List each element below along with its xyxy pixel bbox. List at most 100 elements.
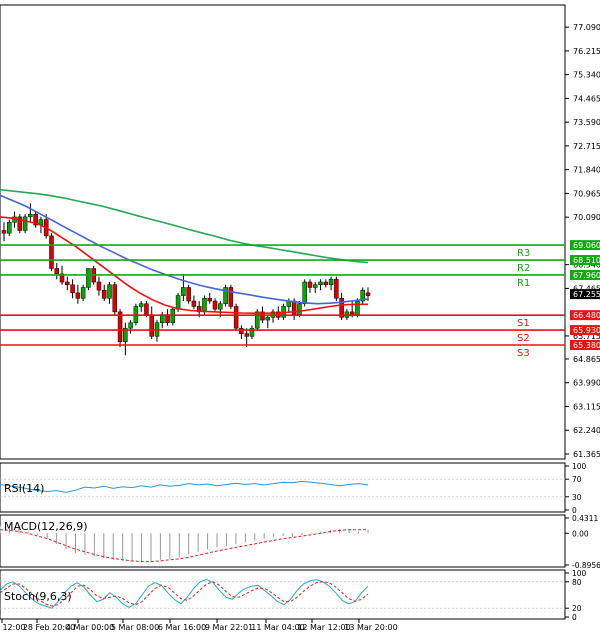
time-tick-label: 9 Mar 22:01 (205, 623, 253, 632)
candle-body (355, 300, 360, 315)
price-tick-label: 77.090 (573, 23, 600, 32)
price-axis: 77.090 76.215 75.340 74.465 73.590 72.715 71.8… (565, 23, 600, 459)
candle-body (75, 292, 81, 299)
price-tick-label: 68.340 (573, 261, 600, 270)
level-label-R2: R2 (517, 263, 530, 274)
level-label-R1: R1 (517, 278, 530, 289)
candle-body (117, 311, 123, 343)
candle-body (196, 306, 202, 313)
candle-body (334, 279, 339, 299)
level-tag-text-S3: 65.380 (573, 341, 600, 350)
time-tick-label: 11 Mar 04:00 (251, 623, 304, 632)
candle-body (80, 287, 86, 299)
candle-body (22, 216, 28, 231)
candle-body (7, 222, 12, 234)
stoch-signal-line (0, 581, 369, 607)
candle-body (307, 281, 313, 288)
candle-body (65, 281, 70, 285)
level-label-S1: S1 (517, 318, 530, 329)
main-panel (0, 4, 566, 460)
rsi-plot: 100 70 30 0 (0, 462, 587, 515)
candle-body (54, 268, 60, 275)
candle-body (86, 268, 91, 288)
price-tick-label: 74.465 (573, 94, 600, 103)
price-tick-label: 73.590 (573, 118, 600, 127)
current-price-tag (570, 289, 600, 300)
candle-body (260, 311, 265, 321)
time-tick-label: 5 Mar 08:00 (111, 623, 159, 632)
candle-body (265, 317, 271, 321)
stoch-label: Stoch(9,6,3) (4, 590, 72, 603)
candle-body (96, 281, 102, 291)
candle-body (49, 235, 54, 269)
level-tag-R2 (570, 255, 600, 266)
stoch-tick-label: 80 (572, 578, 582, 587)
time-tick-label: 28 Feb 20:00 (23, 623, 75, 632)
macd-label: MACD(12,26,9) (4, 520, 88, 533)
rsi-tick-label: 100 (572, 462, 587, 471)
candle-body (28, 213, 33, 218)
price-tick-label: 62.240 (573, 426, 600, 435)
ma-mid-line (0, 194, 369, 305)
price-tick-label: 70.090 (573, 213, 600, 222)
level-tag-R3 (570, 240, 600, 251)
time-tick-label: 6 Mar 16:00 (158, 623, 206, 632)
level-label-R3: R3 (517, 248, 530, 259)
candle-body (175, 295, 181, 310)
candle-body (181, 287, 186, 296)
candle-body (70, 284, 75, 294)
time-tick-label: 13 Mar 20:00 (344, 623, 397, 632)
stoch-tick-label: 20 (572, 604, 582, 613)
candle-body (207, 298, 212, 302)
candle-body (144, 303, 149, 315)
candle-body (170, 308, 176, 323)
price-tick-label: 61.365 (573, 450, 600, 459)
candle-body (360, 289, 365, 302)
candle-body (33, 213, 38, 226)
time-tick-label: 4 Mar 00:00 (66, 623, 114, 632)
stoch-tick-label: 0 (572, 613, 577, 622)
rsi-line (0, 480, 369, 493)
ma-slow-line (0, 188, 369, 264)
candle-body (107, 284, 112, 299)
level-tag-text-S2: 65.930 (573, 326, 600, 335)
level-tag-text-R1: 67.960 (573, 271, 600, 280)
level-tag-S3 (570, 340, 600, 351)
candle-body (228, 287, 234, 307)
level-tag-text-R2: 68.510 (573, 256, 600, 265)
rsi-tick-label: 30 (572, 493, 582, 502)
candle-body (339, 298, 344, 318)
candle-body (318, 281, 323, 285)
candle-body (1, 230, 7, 234)
candle-body (218, 303, 223, 310)
candle-body (244, 333, 249, 337)
stoch-main-line (0, 579, 369, 609)
level-tag-text-S1: 66.480 (573, 311, 600, 320)
macd-plot: 0.4311 0.00 -0.8956 (0, 514, 600, 570)
candle-body (123, 327, 128, 343)
level-tag-text-R3: 69.060 (573, 241, 600, 250)
candle-body (297, 303, 302, 315)
level-label-S2: S2 (517, 333, 530, 344)
candle-body (191, 300, 197, 307)
level-label-S3: S3 (517, 348, 530, 359)
price-tick-label: 67.465 (573, 284, 600, 293)
candle-body (212, 300, 218, 310)
time-tick-label: 12:00 (2, 623, 25, 632)
current-price-text: 67.255 (573, 290, 600, 299)
price-tick-label: 75.340 (573, 71, 600, 80)
price-tick-label: 65.715 (573, 332, 600, 341)
candle-body (112, 284, 118, 313)
candle-body (323, 281, 329, 285)
candle-body (233, 306, 239, 329)
time-tick-label: 12 Mar 12:00 (297, 623, 350, 632)
macd-tick-label: 0.00 (572, 529, 589, 538)
price-tick-label: 63.990 (573, 379, 600, 388)
price-tick-label: 64.865 (573, 355, 600, 364)
candle-body (223, 287, 228, 304)
candle-body (312, 284, 318, 288)
candle-body (328, 279, 334, 285)
candle-body (101, 289, 107, 299)
